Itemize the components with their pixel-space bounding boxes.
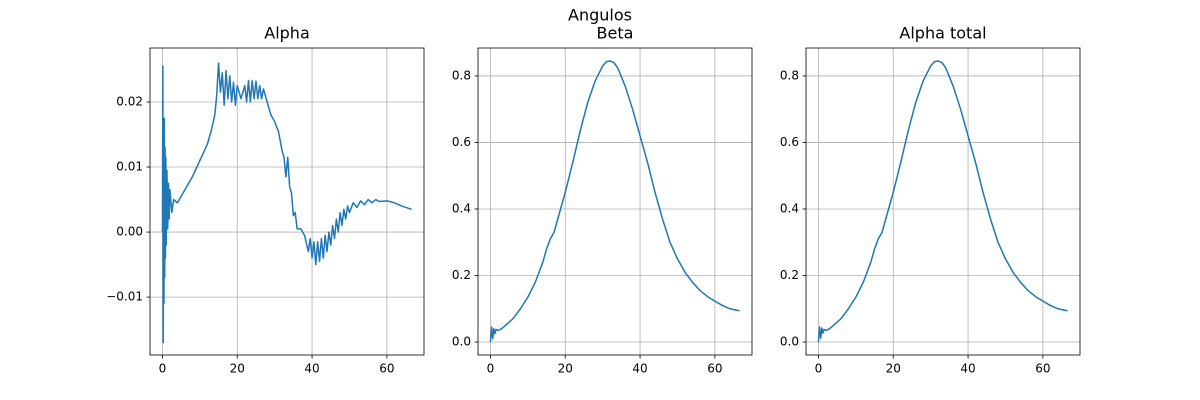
x-tick-label: 40 xyxy=(304,362,319,376)
figure-title: Angulos xyxy=(568,6,632,25)
y-tick-label: −0.01 xyxy=(106,290,143,304)
y-tick-label: 0.6 xyxy=(452,135,471,149)
x-tick-label: 60 xyxy=(379,362,394,376)
x-tick-label: 0 xyxy=(815,362,823,376)
y-tick-label: 0.4 xyxy=(780,201,799,215)
subplot-title: Alpha xyxy=(264,24,310,43)
x-tick-label: 60 xyxy=(707,362,722,376)
x-tick-label: 40 xyxy=(960,362,975,376)
y-tick-label: 0.00 xyxy=(116,225,143,239)
x-tick-label: 20 xyxy=(558,362,573,376)
x-tick-label: 20 xyxy=(886,362,901,376)
subplot-title: Beta xyxy=(597,24,634,43)
x-tick-label: 0 xyxy=(487,362,495,376)
y-tick-label: 0.2 xyxy=(780,268,799,282)
x-tick-label: 60 xyxy=(1035,362,1050,376)
y-tick-label: 0.8 xyxy=(452,68,471,82)
axes-frame xyxy=(805,47,1081,356)
y-tick-label: 0.6 xyxy=(780,135,799,149)
data-line xyxy=(161,62,412,344)
y-tick-label: 0.02 xyxy=(116,94,143,108)
x-tick-label: 0 xyxy=(159,362,167,376)
subplot-title: Alpha total xyxy=(899,24,986,43)
y-tick-label: 0.0 xyxy=(452,335,471,349)
y-tick-label: 0.4 xyxy=(452,201,471,215)
y-tick-label: 0.01 xyxy=(116,160,143,174)
x-tick-label: 20 xyxy=(230,362,245,376)
axes-frame xyxy=(149,47,425,356)
data-line xyxy=(489,60,740,343)
y-tick-label: 0.8 xyxy=(780,68,799,82)
y-tick-label: 0.0 xyxy=(780,335,799,349)
x-tick-label: 40 xyxy=(632,362,647,376)
data-line xyxy=(817,60,1068,343)
y-tick-label: 0.2 xyxy=(452,268,471,282)
axes-frame xyxy=(477,47,753,356)
